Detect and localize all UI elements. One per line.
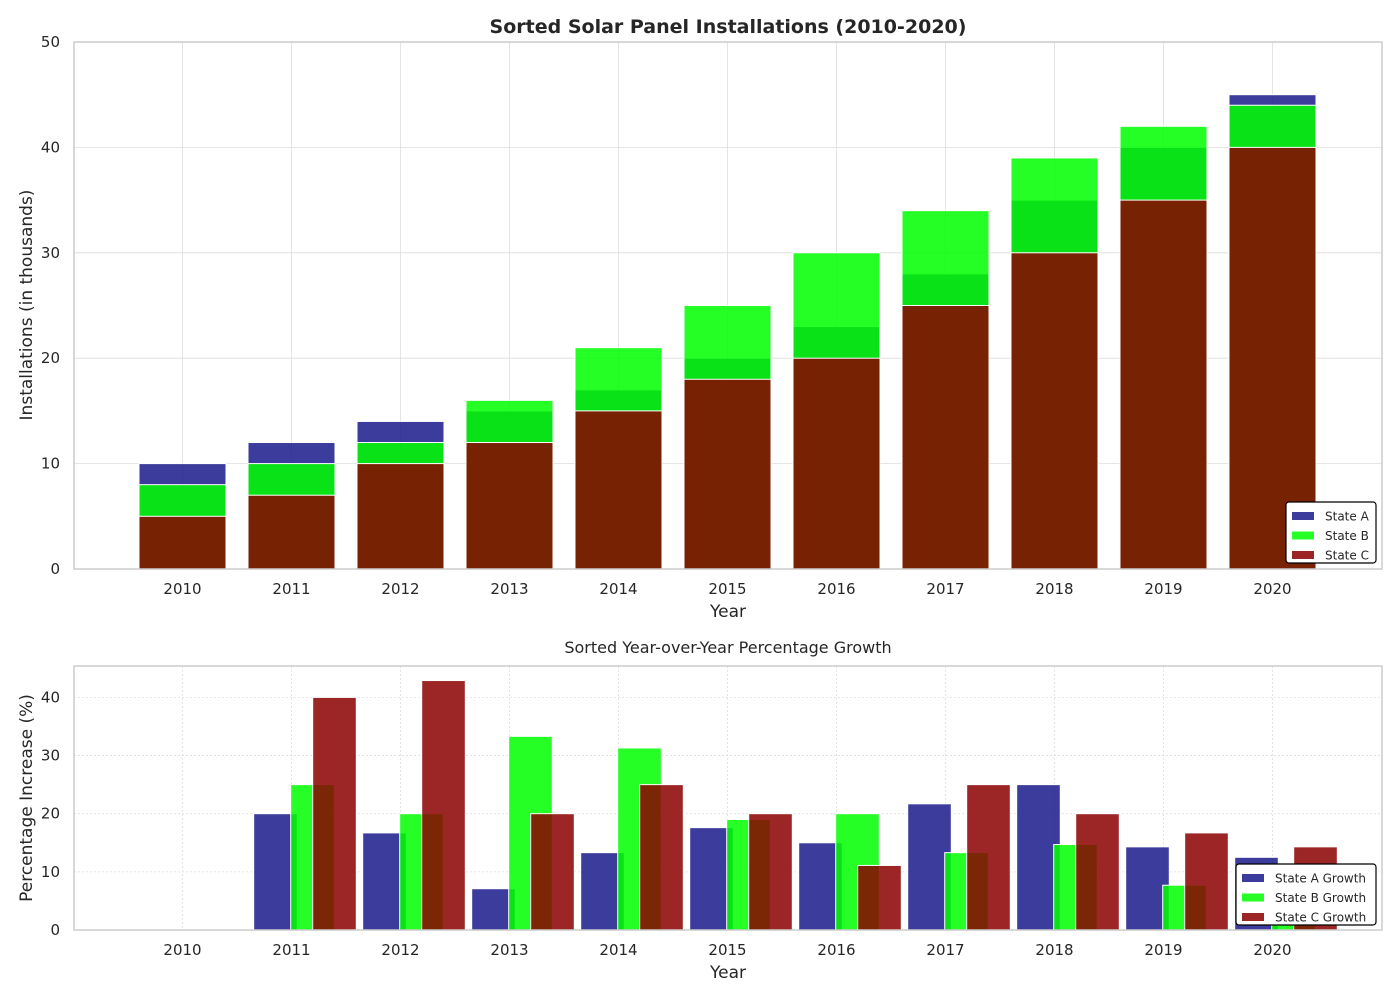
bar-state-c	[138, 515, 227, 570]
x-tick-label: 2020	[1253, 941, 1291, 959]
x-tick-label: 2012	[381, 941, 419, 959]
x-tick-label: 2017	[926, 580, 964, 598]
bars	[138, 94, 1317, 570]
y-axis-label: Installations (in thousands)	[17, 190, 37, 421]
y-tick-label: 20	[41, 805, 60, 823]
x-tick-label: 2018	[1035, 941, 1073, 959]
y-tick-label: 30	[41, 747, 60, 765]
bar-state-c	[465, 442, 554, 570]
bar-state-a-growth	[1125, 846, 1170, 931]
x-tick-label: 2015	[708, 941, 746, 959]
x-tick-label: 2019	[1144, 580, 1182, 598]
x-tick-label: 2012	[381, 580, 419, 598]
y-tick-label: 0	[50, 560, 60, 578]
legend-label: State A Growth	[1275, 872, 1366, 886]
legend-box	[1235, 863, 1377, 926]
x-tick-label: 2019	[1144, 941, 1182, 959]
y-tick-label: 10	[41, 863, 60, 881]
bar-state-c-growth	[1075, 813, 1120, 931]
legend-swatch	[1292, 551, 1314, 559]
legend: State A State B State C	[1285, 501, 1377, 564]
bar-state-c-growth	[1184, 832, 1229, 931]
y-tick-label: 0	[50, 921, 60, 939]
bar-state-c-growth	[421, 680, 466, 931]
bar-state-c-growth	[966, 784, 1011, 931]
y-tick-label: 40	[41, 138, 60, 156]
x-tick-label: 2013	[490, 941, 528, 959]
bar-state-c	[356, 463, 445, 570]
bar-state-c	[247, 494, 336, 570]
legend-label: State B Growth	[1275, 891, 1366, 905]
bar-state-c-growth	[530, 813, 575, 931]
legend-swatch	[1292, 512, 1314, 520]
growth-chart: Sorted Year-over-Year Percentage Growth …	[17, 638, 1383, 983]
x-tick-label: 2018	[1035, 580, 1073, 598]
legend: State A Growth State B Growth State C Grow…	[1235, 863, 1377, 926]
legend-label: State C Growth	[1275, 911, 1366, 925]
bar-state-c	[574, 410, 663, 570]
bar-state-a-growth	[689, 827, 734, 931]
legend-swatch	[1242, 874, 1264, 882]
x-tick-label: 2014	[599, 580, 637, 598]
plot-frame	[73, 665, 1383, 931]
legend-swatch	[1292, 531, 1314, 540]
bar-state-c	[1010, 252, 1099, 570]
x-tick-label: 2016	[817, 941, 855, 959]
chart-title: Sorted Year-over-Year Percentage Growth	[564, 638, 891, 657]
y-tick-label: 40	[41, 688, 60, 706]
legend-swatch	[1242, 893, 1264, 902]
bar-state-c	[792, 357, 881, 570]
bar-state-c	[683, 378, 772, 570]
plot-frame	[73, 41, 1383, 570]
x-tick-label: 2013	[490, 580, 528, 598]
x-tick-label: 2014	[599, 941, 637, 959]
bar-state-a-growth	[907, 803, 952, 931]
legend-label: State B	[1325, 529, 1369, 543]
x-tick-label: 2016	[817, 580, 855, 598]
y-tick-label: 10	[41, 455, 60, 473]
bar-state-c-growth	[857, 864, 902, 931]
bar-state-c-growth	[748, 813, 793, 931]
legend-label: State A	[1325, 510, 1370, 524]
legend-swatch	[1242, 913, 1264, 921]
x-tick-label: 2011	[272, 941, 310, 959]
x-axis-label: Year	[709, 963, 746, 983]
bar-state-c-growth	[312, 696, 357, 931]
x-tick-label: 2010	[163, 941, 201, 959]
bars	[253, 680, 1338, 931]
bar-state-a-growth	[362, 832, 407, 931]
bar-state-a-growth	[471, 888, 516, 931]
bar-state-c	[1228, 146, 1317, 570]
x-tick-label: 2010	[163, 580, 201, 598]
x-tick-label: 2020	[1253, 580, 1291, 598]
x-axis-label: Year	[709, 602, 746, 622]
bar-state-c	[901, 305, 990, 570]
x-tick-label: 2011	[272, 580, 310, 598]
bar-state-a-growth	[253, 813, 298, 931]
chart-title: Sorted Solar Panel Installations (2010-2…	[490, 16, 967, 38]
y-axis-label: Percentage Increase (%)	[17, 694, 37, 902]
x-tick-label: 2015	[708, 580, 746, 598]
y-tick-label: 20	[41, 349, 60, 367]
installations-chart: Sorted Solar Panel Installations (2010-2…	[17, 16, 1383, 622]
y-tick-label: 50	[41, 33, 60, 51]
bar-state-c	[1119, 199, 1208, 570]
legend-label: State C	[1325, 549, 1369, 563]
x-tick-label: 2017	[926, 941, 964, 959]
y-tick-label: 30	[41, 244, 60, 262]
bar-state-c-growth	[639, 784, 684, 931]
